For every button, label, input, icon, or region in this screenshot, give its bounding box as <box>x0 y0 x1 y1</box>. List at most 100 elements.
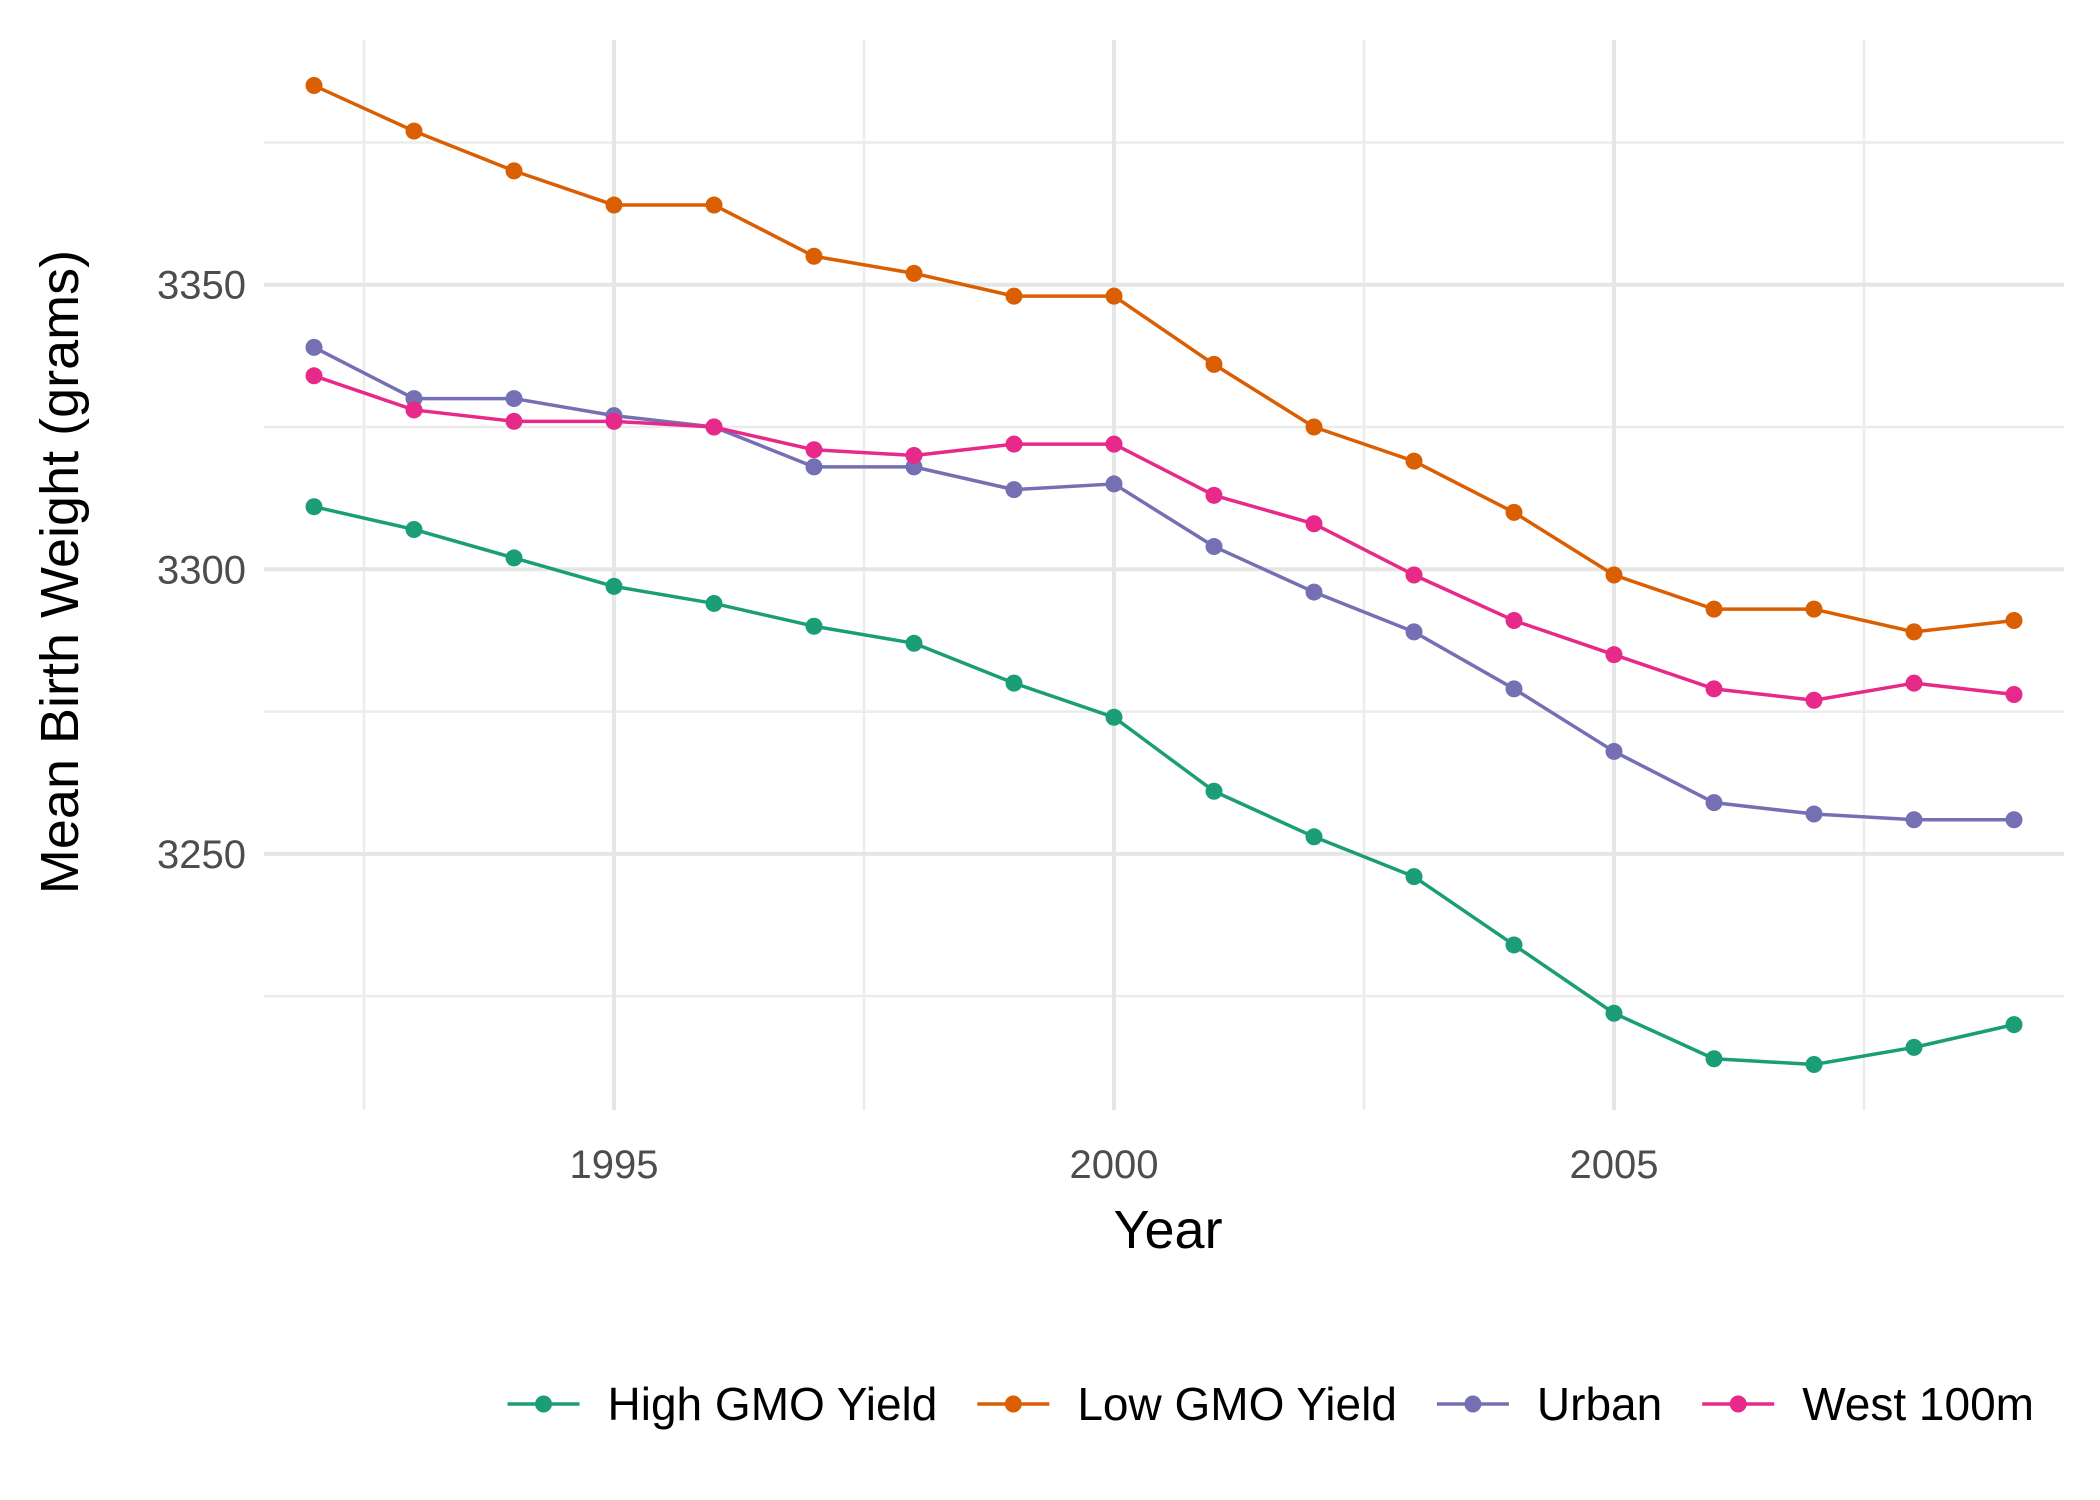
data-point <box>1905 811 1923 829</box>
data-point <box>805 441 823 459</box>
data-point <box>905 446 923 464</box>
data-point <box>1805 600 1823 618</box>
y-tick-label: 3250 <box>157 833 246 877</box>
data-point <box>1005 287 1023 305</box>
legend-key-point <box>535 1395 553 1413</box>
data-point <box>305 77 323 95</box>
data-point <box>1105 475 1123 493</box>
data-point <box>1705 680 1723 698</box>
series-low-gmo-yield <box>305 77 2023 641</box>
data-point <box>2005 612 2023 630</box>
data-point <box>1105 287 1123 305</box>
legend-item: Low GMO Yield <box>977 1378 1397 1430</box>
legend-key-point <box>1004 1395 1022 1413</box>
data-point <box>1505 936 1523 954</box>
data-point <box>905 264 923 282</box>
data-point <box>1305 583 1323 601</box>
data-point <box>1405 566 1423 584</box>
series-west-100m <box>305 367 2023 709</box>
y-tick-label: 3300 <box>157 548 246 592</box>
data-point <box>305 338 323 356</box>
data-point <box>705 594 723 612</box>
data-point <box>1905 1038 1923 1056</box>
data-point <box>305 498 323 516</box>
data-point <box>1905 623 1923 641</box>
data-point <box>605 412 623 430</box>
legend-label: Urban <box>1537 1378 1662 1430</box>
legend-item: High GMO Yield <box>507 1378 938 1430</box>
data-point <box>1305 828 1323 846</box>
x-tick-label: 2000 <box>1070 1143 1159 1187</box>
legend-label: High GMO Yield <box>608 1378 938 1430</box>
data-point <box>1505 680 1523 698</box>
data-point <box>1405 623 1423 641</box>
data-point <box>2005 1016 2023 1034</box>
series-high-gmo-yield <box>305 498 2023 1073</box>
data-point <box>1705 794 1723 812</box>
y-axis-title: Mean Birth Weight (grams) <box>30 250 90 894</box>
data-point <box>405 401 423 419</box>
data-point <box>1205 782 1223 800</box>
data-point <box>1805 805 1823 823</box>
data-point <box>1605 646 1623 664</box>
data-point <box>1705 600 1723 618</box>
data-point <box>1605 742 1623 760</box>
data-point <box>1105 708 1123 726</box>
data-point <box>2005 811 2023 829</box>
data-point <box>605 196 623 214</box>
data-point <box>505 549 523 567</box>
series-line-low-gmo-yield <box>313 83 2015 634</box>
data-point <box>805 458 823 476</box>
data-point <box>1305 515 1323 533</box>
data-point <box>1705 1050 1723 1068</box>
series-line-west-100m <box>313 374 2015 702</box>
data-point <box>1005 674 1023 692</box>
series-line-high-gmo-yield <box>313 504 2015 1067</box>
data-point <box>1305 418 1323 436</box>
x-tick-label: 2005 <box>1570 1143 1659 1187</box>
y-tick-label: 3350 <box>157 264 246 308</box>
data-point <box>705 418 723 436</box>
data-point <box>1905 674 1923 692</box>
data-point <box>1605 1004 1623 1022</box>
data-point <box>505 162 523 180</box>
legend-label: Low GMO Yield <box>1077 1378 1397 1430</box>
data-point <box>1005 435 1023 453</box>
legend-item: Urban <box>1436 1378 1662 1430</box>
data-point <box>1805 1055 1823 1073</box>
data-point <box>2005 686 2023 704</box>
data-point <box>405 122 423 140</box>
data-point <box>1605 566 1623 584</box>
series-group <box>305 77 2023 1073</box>
data-point <box>1005 481 1023 499</box>
legend-key-point <box>1464 1395 1482 1413</box>
legend-key-point <box>1729 1395 1747 1413</box>
data-point <box>805 617 823 635</box>
data-point <box>1205 355 1223 373</box>
data-point <box>905 634 923 652</box>
data-point <box>1205 538 1223 556</box>
gridlines <box>264 40 2064 1110</box>
data-point <box>1105 435 1123 453</box>
x-tick-label: 1995 <box>570 1143 659 1187</box>
series-line-urban <box>313 345 2014 822</box>
data-point <box>1405 868 1423 886</box>
x-axis-title: Year <box>1113 1200 1222 1260</box>
data-point <box>1805 691 1823 709</box>
data-point <box>605 577 623 595</box>
data-point <box>305 367 323 385</box>
data-point <box>505 390 523 408</box>
tick-labels: 3250 3300 3350 1995 2000 2005 <box>157 264 1658 1187</box>
data-point <box>505 412 523 430</box>
data-point <box>1205 486 1223 504</box>
data-point <box>1405 452 1423 470</box>
data-point <box>1505 612 1523 630</box>
data-point <box>405 520 423 538</box>
legend-label: West 100m <box>1802 1378 2034 1430</box>
data-point <box>1505 503 1523 521</box>
data-point <box>805 247 823 265</box>
legend: High GMO Yield Low GMO Yield Urban West 100… <box>507 1378 2034 1430</box>
legend-item: West 100m <box>1702 1378 2034 1430</box>
data-point <box>705 196 723 214</box>
